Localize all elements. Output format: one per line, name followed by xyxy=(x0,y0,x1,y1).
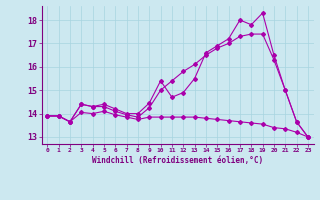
X-axis label: Windchill (Refroidissement éolien,°C): Windchill (Refroidissement éolien,°C) xyxy=(92,156,263,165)
